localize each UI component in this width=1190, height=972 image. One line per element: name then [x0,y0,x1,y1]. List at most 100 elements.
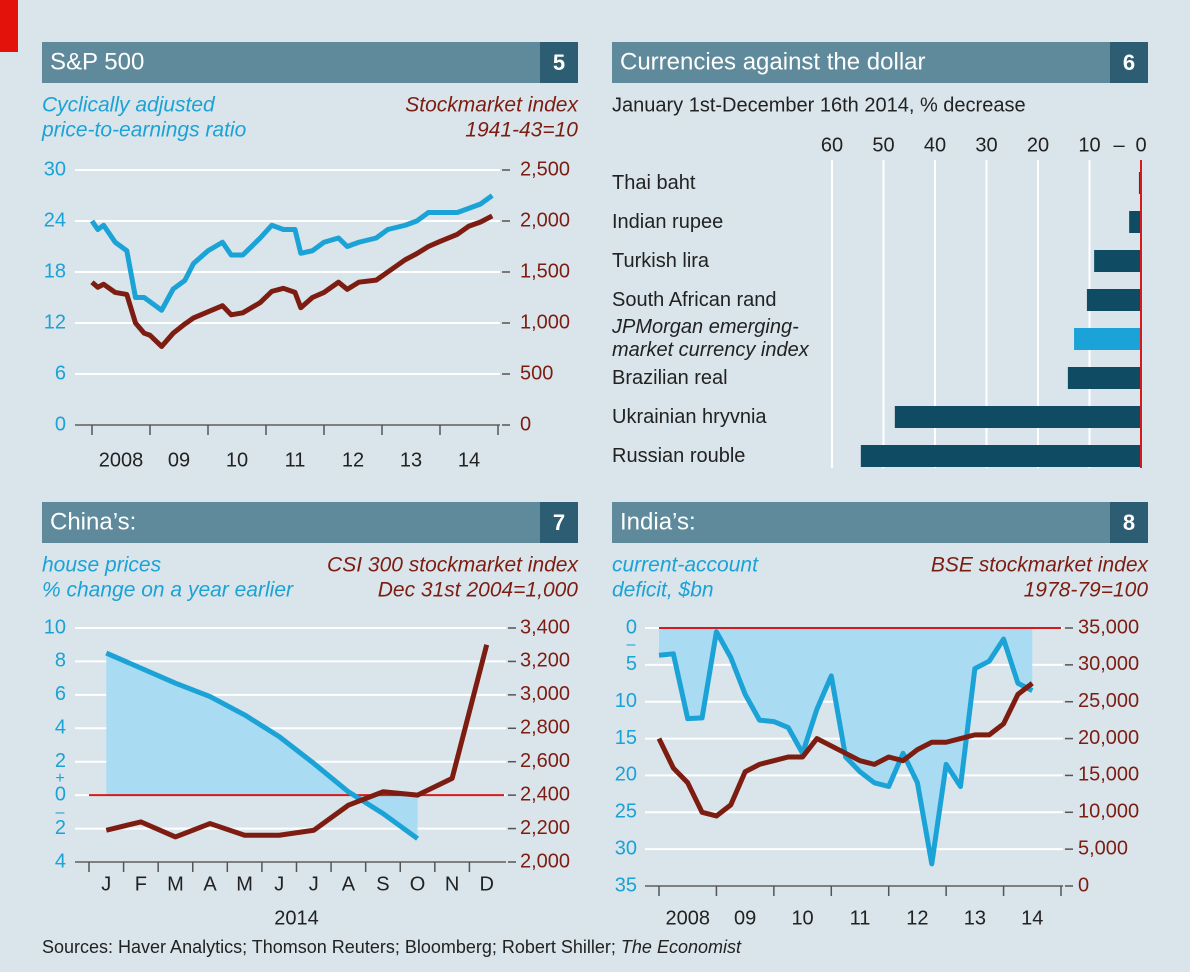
x-tick-label: 2008 [99,449,144,471]
y-tick-label: 4 [55,717,66,739]
x-tick-label: 12 [342,449,364,471]
y2-tick-label: 0 [520,413,531,435]
y2-tick-label: 15,000 [1078,764,1139,786]
x-tick-label: O [410,873,426,895]
y2-tick-label: 2,200 [520,817,570,839]
x-tick-label: 13 [964,907,986,929]
y-tick-label: 18 [44,260,66,282]
number-box [1110,42,1148,83]
y2-tick-label: 25,000 [1078,690,1139,712]
y-tick-label: 10 [615,690,637,712]
bar [1067,367,1141,389]
category-label: Ukrainian hryvnia [612,405,767,428]
x-tick-label: 20 [1027,134,1049,156]
source-italic: The Economist [621,937,742,957]
bar [894,406,1141,428]
y-tick-label: 4 [55,850,66,872]
line [105,650,420,841]
y-tick-label: 2 [55,817,66,839]
y-tick-label: 10 [44,616,66,638]
category-label: Brazilian real [612,366,728,389]
line [89,193,494,313]
x-tick-label: 0 [1135,134,1146,156]
y2-tick-label: 30,000 [1078,653,1139,675]
area [106,653,418,839]
y-axis-label: current-account [612,554,759,577]
y-tick-label: 6 [55,362,66,384]
x-tick-label: 2008 [665,907,710,929]
line [105,644,490,840]
source-text: Sources: Haver Analytics; Thomson Reuter… [42,937,616,957]
number-box [1110,502,1148,543]
y2-tick-label: 5,000 [1078,837,1128,859]
chart-title: China’s: [50,508,136,535]
y-axis-label: % change on a year earlier [42,579,294,602]
title-bar [42,42,578,83]
title-bar [612,42,1148,83]
y2-tick-label: 1,500 [520,260,570,282]
y-tick-label: 25 [615,801,637,823]
y-axis-label: deficit, $bn [612,579,714,602]
y-axis-label: house prices [42,554,162,577]
x-tick-label: D [479,873,493,895]
bar [1129,211,1141,233]
bar [1086,289,1141,311]
y-tick-label: 0 [626,616,637,638]
x-tick-label: J [274,873,284,895]
x-tick-label: N [445,873,459,895]
x-tick-label: 14 [458,449,480,471]
chart-number: 7 [553,510,565,535]
y2-tick-label: 2,600 [520,750,570,772]
y-tick-label: 8 [55,650,66,672]
x-tick-label: 09 [168,449,190,471]
y-tick-label: 12 [44,311,66,333]
number-box [540,502,578,543]
y2-tick-label: 10,000 [1078,801,1139,823]
bar [1138,172,1141,194]
y-axis-label: Cyclically adjusted [42,94,216,117]
y2-tick-label: 35,000 [1078,616,1139,638]
x-tick-label: A [203,873,217,895]
line [658,629,1034,867]
x-tick-label: 11 [285,449,306,471]
y-tick-label: 5 [626,653,637,675]
y-axis-label: price-to-earnings ratio [41,119,247,142]
chart-number: 5 [553,50,565,75]
bar [860,445,1141,467]
x-tick-label: 14 [1021,907,1043,929]
number-box [540,42,578,83]
y2-tick-label: 3,400 [520,616,570,638]
chart-title: S&P 500 [50,48,144,75]
y-tick-label: 6 [55,683,66,705]
x-tick-label: 10 [1078,134,1100,156]
y2-tick-label: 2,500 [520,158,570,180]
x-tick-label: F [135,873,147,895]
y-tick-label: 20 [615,764,637,786]
y2-tick-label: 3,000 [520,683,570,705]
x-tick-label: 60 [821,134,843,156]
sign-label: + [55,770,64,787]
bar [1074,328,1141,350]
x-tick-label: M [236,873,253,895]
x-tick-label: 10 [791,907,813,929]
y2-tick-label: 2,000 [520,850,570,872]
x-tick-label: 11 [850,907,871,929]
y2-axis-label: Dec 31st 2004=1,000 [378,579,579,602]
chart-number: 8 [1123,510,1135,535]
category-label: Russian rouble [612,444,746,467]
x-axis-label: 2014 [274,907,319,929]
y-tick-label: 2 [55,750,66,772]
x-tick-label: 10 [226,449,248,471]
sign-label: – [1113,134,1125,156]
y2-tick-label: 20,000 [1078,727,1139,749]
bar [1094,250,1141,272]
line [656,681,1034,819]
y2-tick-label: 500 [520,362,553,384]
x-tick-label: 13 [400,449,422,471]
y-tick-label: 30 [615,837,637,859]
sign-label: – [627,636,636,653]
y-tick-label: 24 [44,209,66,231]
y2-tick-label: 3,200 [520,650,570,672]
